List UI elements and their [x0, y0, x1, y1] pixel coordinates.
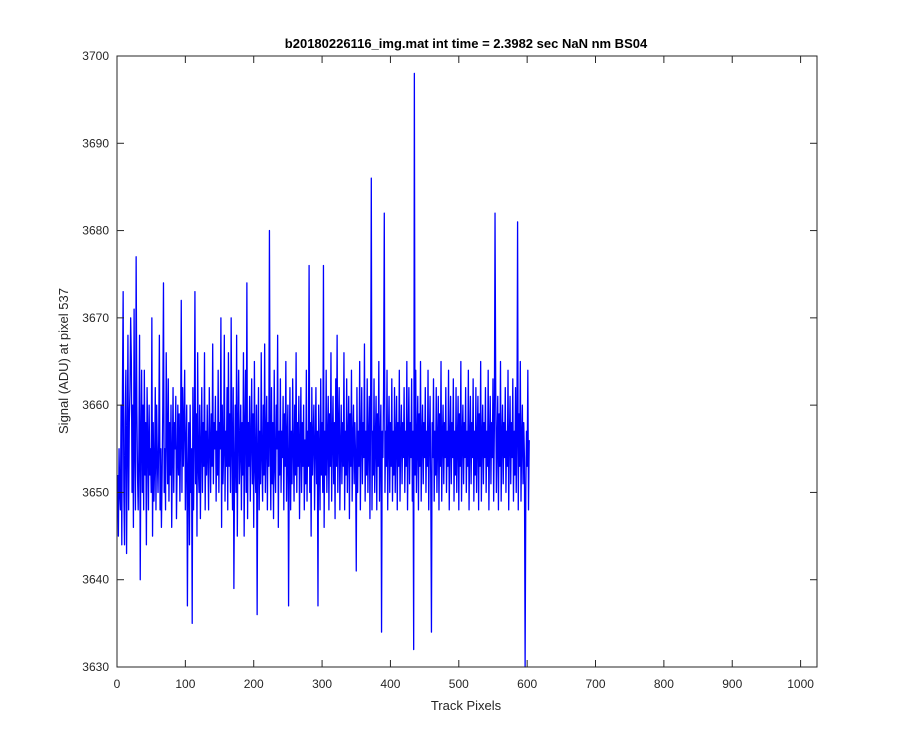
- y-tick-label: 3700: [82, 49, 109, 63]
- plot-background: [117, 56, 817, 667]
- x-tick-label: 700: [586, 677, 606, 691]
- axes-box: [116, 55, 818, 668]
- y-tick-label: 3680: [82, 224, 109, 238]
- x-tick-label: 600: [517, 677, 537, 691]
- x-tick-label: 500: [449, 677, 469, 691]
- x-tick-label: 400: [380, 677, 400, 691]
- y-tick-label: 3690: [82, 136, 109, 150]
- y-axis-label: Signal (ADU) at pixel 537: [56, 288, 71, 434]
- y-tick-label: 3630: [82, 660, 109, 674]
- x-tick-label: 900: [722, 677, 742, 691]
- signal-series-line: [117, 72, 530, 668]
- y-tick-label: 3640: [82, 573, 109, 587]
- x-axis-label: Track Pixels: [431, 698, 502, 713]
- x-tick-label: 800: [654, 677, 674, 691]
- y-tick-label: 3660: [82, 398, 109, 412]
- x-tick-label: 100: [175, 677, 195, 691]
- y-tick-label: 3670: [82, 311, 109, 325]
- x-tick-label: 200: [244, 677, 264, 691]
- y-tick-label: 3650: [82, 485, 109, 499]
- x-tick-label: 0: [114, 677, 121, 691]
- chart-title: b20180226116_img.mat int time = 2.3982 s…: [285, 36, 648, 51]
- plot-area: 0 100 200 300 400 500 600 700 800 900 1000 3630 3640…: [82, 49, 818, 691]
- x-tick-label: 1000: [787, 677, 814, 691]
- x-tick-label: 300: [312, 677, 332, 691]
